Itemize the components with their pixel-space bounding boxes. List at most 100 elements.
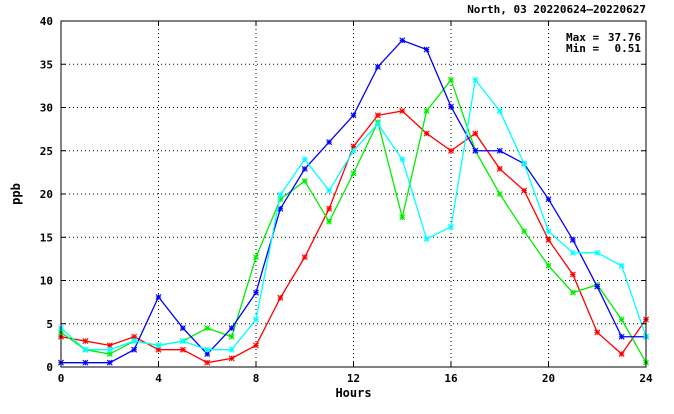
series-layer — [58, 37, 649, 366]
data-point — [326, 187, 333, 194]
data-point — [350, 112, 357, 119]
x-tick-label: 16 — [444, 372, 458, 385]
data-point — [569, 289, 576, 296]
y-tick-label: 20 — [40, 188, 53, 201]
data-point — [204, 359, 211, 366]
data-point — [545, 236, 552, 243]
data-point — [594, 283, 601, 290]
data-point — [569, 271, 576, 278]
data-point — [423, 107, 430, 114]
data-point — [106, 346, 113, 353]
min-value: 0.51 — [615, 42, 642, 55]
y-tick-label: 35 — [40, 58, 53, 71]
y-tick-label: 5 — [46, 318, 53, 331]
max-value: 37.76 — [608, 31, 641, 44]
data-point — [594, 249, 601, 256]
y-tick-label: 15 — [40, 231, 53, 244]
data-point — [569, 236, 576, 243]
data-point — [374, 120, 381, 127]
y-tick-label: 0 — [46, 361, 53, 374]
data-point — [496, 147, 503, 154]
data-point — [448, 147, 454, 154]
data-point — [374, 63, 381, 70]
data-point — [521, 160, 528, 167]
ticks: 0 4 8 12 16 20 24 0 5 10 15 20 25 30 35 40 — [40, 15, 653, 385]
y-axis-label: ppb — [9, 183, 23, 205]
data-point — [399, 37, 406, 44]
data-point — [204, 351, 211, 358]
data-point — [204, 325, 211, 332]
data-point — [423, 130, 430, 137]
data-point — [618, 351, 625, 358]
data-point — [326, 218, 333, 225]
data-point — [423, 235, 430, 242]
data-point — [82, 346, 89, 353]
x-tick-label: 4 — [155, 372, 162, 385]
data-point — [594, 329, 601, 336]
data-point — [253, 254, 259, 261]
data-point — [618, 316, 625, 323]
data-point — [82, 359, 89, 366]
data-point — [618, 262, 625, 269]
data-point — [253, 316, 259, 323]
data-point — [301, 178, 308, 185]
data-point — [521, 228, 528, 235]
max-label: Max = — [566, 31, 599, 44]
data-point — [106, 359, 113, 366]
data-point — [228, 346, 235, 353]
y-tick-label: 40 — [40, 15, 53, 28]
data-point — [204, 346, 211, 353]
data-point — [155, 293, 162, 300]
data-point — [496, 191, 503, 197]
data-point — [131, 338, 138, 345]
data-point — [326, 205, 333, 212]
data-point — [228, 333, 235, 340]
data-point — [179, 325, 186, 332]
data-point — [301, 254, 308, 261]
data-point — [448, 76, 454, 83]
data-point — [106, 351, 113, 358]
data-point — [350, 170, 357, 177]
data-point — [228, 325, 235, 332]
data-point — [131, 346, 138, 353]
x-tick-label: 24 — [639, 372, 653, 385]
data-point — [253, 289, 259, 296]
data-point — [82, 338, 89, 345]
x-tick-label: 20 — [542, 372, 555, 385]
x-tick-label: 12 — [347, 372, 360, 385]
x-axis-label: Hours — [335, 386, 371, 400]
data-point — [423, 46, 430, 53]
data-point — [545, 228, 552, 235]
data-point — [301, 156, 308, 163]
series-3 — [58, 37, 649, 366]
data-point — [569, 249, 576, 256]
data-point — [179, 338, 186, 345]
data-point — [155, 342, 162, 349]
data-point — [326, 139, 333, 146]
data-point — [399, 107, 406, 114]
data-point — [448, 223, 454, 230]
data-point — [472, 147, 479, 154]
data-point — [472, 76, 479, 83]
data-point — [399, 214, 406, 221]
data-point — [301, 165, 308, 172]
chart-title: North, 03 20220624–20220627 — [467, 3, 646, 16]
data-point — [277, 294, 284, 301]
data-point — [545, 262, 552, 269]
x-tick-label: 8 — [253, 372, 260, 385]
data-point — [496, 107, 503, 114]
data-point — [155, 346, 162, 353]
data-point — [545, 196, 552, 203]
data-point — [277, 191, 284, 198]
data-point — [253, 342, 259, 349]
min-label: Min = — [566, 42, 599, 55]
y-tick-label: 30 — [40, 102, 53, 115]
data-point — [179, 346, 186, 353]
data-point — [399, 156, 406, 163]
x-tick-label: 0 — [58, 372, 65, 385]
data-point — [448, 103, 454, 110]
series-4 — [58, 76, 649, 353]
data-point — [618, 333, 625, 340]
